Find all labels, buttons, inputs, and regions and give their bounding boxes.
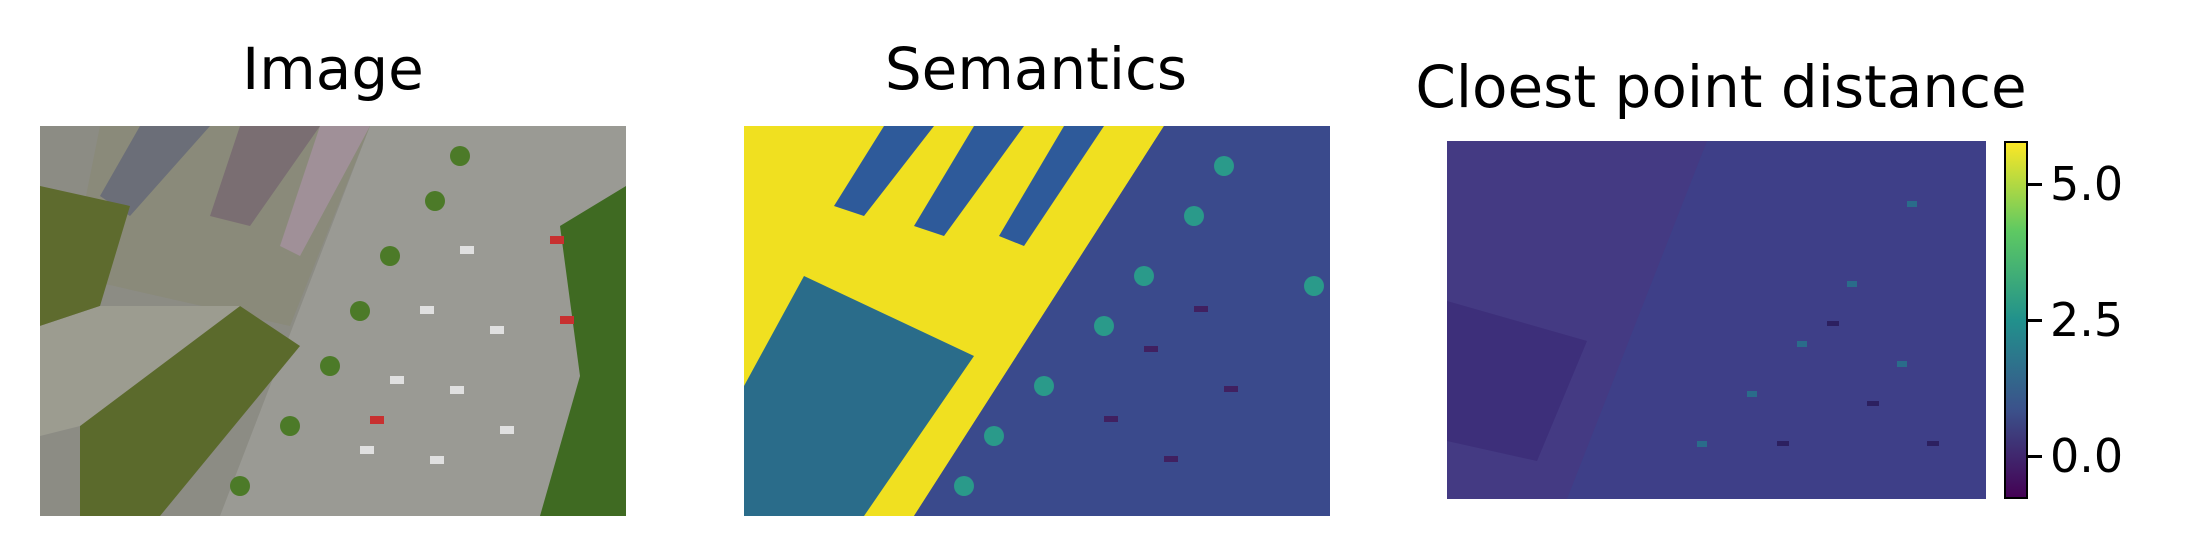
- colorbar: [2004, 141, 2028, 499]
- distance-map: [1447, 141, 1986, 499]
- colorbar-tick-label: 0.0: [2050, 428, 2124, 483]
- colorbar-tick: [2028, 454, 2042, 458]
- colorbar-tick: [2028, 319, 2042, 322]
- semantics-map: [744, 126, 1330, 516]
- colorbar-tick: [2028, 183, 2042, 187]
- colorbar-tick-label: 5.0: [2050, 157, 2124, 212]
- colorbar-tick-label: 2.5: [2050, 293, 2124, 347]
- aerial-image: [40, 126, 626, 516]
- distance-title: Cloest point distance: [1415, 53, 2027, 121]
- image-title: Image: [242, 35, 424, 103]
- semantics-title: Semantics: [884, 35, 1188, 103]
